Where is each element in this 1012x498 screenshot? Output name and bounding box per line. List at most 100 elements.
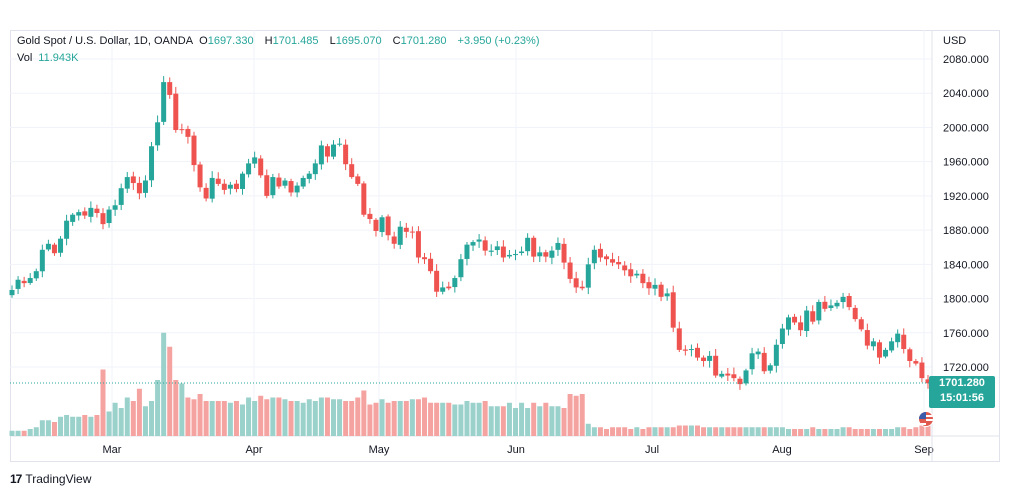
y-tick-label: 1880.000 — [943, 225, 989, 237]
tradingview-name: TradingView — [25, 472, 92, 486]
candle-body — [913, 361, 919, 364]
candle-body — [282, 180, 288, 186]
close-value: 1701.280 — [400, 35, 447, 47]
candle-body — [446, 286, 452, 289]
candle-body — [15, 279, 21, 289]
candle-body — [149, 146, 155, 181]
volume-bar — [197, 394, 203, 436]
candle-body — [9, 290, 15, 296]
volume-bar — [58, 416, 64, 436]
symbol-title[interactable]: Gold Spot / U.S. Dollar, 1D, OANDA — [17, 35, 194, 47]
volume-bar — [494, 406, 500, 436]
last-price-value: 1701.280 — [939, 377, 985, 389]
volume-value: 11.943K — [38, 52, 79, 64]
candle-body — [288, 181, 294, 193]
x-tick-label: Mar — [103, 444, 122, 456]
volume-bar — [688, 425, 694, 436]
volume-bar — [470, 402, 476, 436]
candle-body — [173, 93, 179, 131]
volume-bar — [64, 415, 70, 436]
candle-body — [270, 177, 276, 196]
candle-body — [616, 262, 622, 265]
volume-bar — [240, 404, 246, 436]
candle-body — [385, 216, 391, 236]
candle-body — [840, 296, 846, 303]
volume-bar — [124, 397, 130, 436]
candle-body — [246, 163, 252, 175]
candle-body — [531, 237, 537, 257]
y-tick-label: 1760.000 — [943, 328, 989, 340]
volume-bar — [9, 430, 15, 436]
candle-body — [543, 252, 549, 257]
volume-bar — [579, 394, 585, 436]
candle-body — [45, 243, 51, 250]
volume-bar — [634, 427, 640, 436]
candle-body — [767, 365, 773, 371]
volume-bar — [179, 383, 185, 436]
volume-bar — [21, 430, 27, 436]
us-flag-icon[interactable] — [918, 411, 934, 427]
candle-body — [506, 254, 512, 257]
candle-body — [39, 249, 45, 272]
candle-body — [179, 129, 185, 131]
volume-bar — [252, 401, 258, 436]
candle-body — [603, 256, 609, 260]
volume-bar — [482, 401, 488, 436]
candle-body — [525, 237, 531, 252]
candle-body — [428, 258, 434, 272]
volume-bar — [913, 427, 919, 436]
candle-body — [834, 302, 840, 307]
candle-body — [889, 341, 895, 351]
candle-body — [403, 227, 409, 232]
y-tick-label: 1960.000 — [943, 157, 989, 169]
candle-body — [779, 328, 785, 345]
volume-bar — [106, 411, 112, 436]
y-tick-label: 2040.000 — [943, 88, 989, 100]
candle-body — [373, 219, 379, 231]
candle-body — [470, 242, 476, 246]
volume-bar — [422, 397, 428, 436]
candle-body — [907, 349, 913, 362]
candle-body — [761, 352, 767, 372]
volume-bar — [876, 429, 882, 436]
candle-body — [591, 249, 597, 264]
volume-bar — [622, 427, 628, 436]
candle-body — [76, 212, 82, 216]
volume-bar — [664, 427, 670, 436]
volume-bar — [585, 423, 591, 436]
volume-bar — [864, 429, 870, 436]
open-label: O — [199, 35, 208, 47]
candle-body — [312, 163, 318, 175]
volume-bar — [142, 406, 148, 436]
tradingview-logo[interactable]: 17 TradingView — [10, 472, 91, 486]
candle-body — [755, 351, 761, 355]
volume-bar — [798, 429, 804, 436]
volume-bar — [300, 402, 306, 436]
bar-countdown: 15:01:56 — [939, 392, 985, 404]
candle-body — [136, 182, 142, 194]
volume-bar — [640, 429, 646, 436]
volume-bar — [792, 429, 798, 436]
volume-bar — [452, 404, 458, 436]
volume-bar — [543, 402, 549, 436]
volume-bar — [889, 429, 895, 436]
candle-body — [822, 301, 828, 309]
candlestick-chart[interactable]: 2080.000 2040.000 2000.000 1960.000 1920.000… — [0, 0, 1012, 470]
candle-body — [858, 319, 864, 330]
volume-bar — [610, 427, 616, 436]
candle-body — [883, 349, 889, 357]
volume-bar — [397, 401, 403, 436]
candle-body — [579, 286, 585, 289]
volume-bar — [349, 401, 355, 436]
volume-bar — [39, 420, 45, 436]
volume-bar — [112, 402, 118, 436]
volume-bar — [246, 397, 252, 436]
volume-bar — [870, 429, 876, 436]
candle-body — [919, 362, 925, 379]
volume-bar — [191, 399, 197, 436]
candle-body — [197, 164, 203, 188]
candle-body — [51, 244, 57, 254]
volume-bar — [88, 416, 94, 436]
candle-body — [118, 188, 124, 205]
volume-bar — [676, 425, 682, 436]
